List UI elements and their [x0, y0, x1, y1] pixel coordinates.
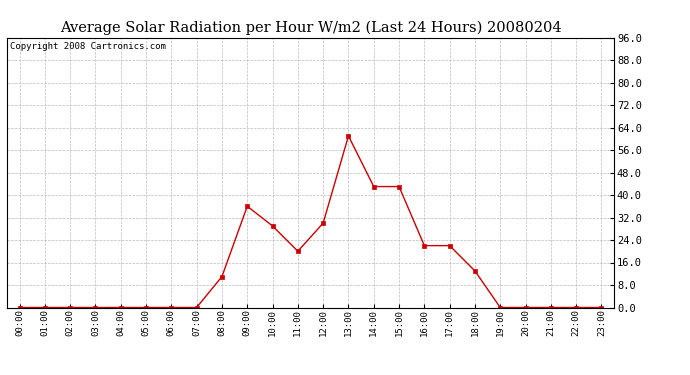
Text: Copyright 2008 Cartronics.com: Copyright 2008 Cartronics.com	[10, 42, 166, 51]
Title: Average Solar Radiation per Hour W/m2 (Last 24 Hours) 20080204: Average Solar Radiation per Hour W/m2 (L…	[60, 21, 561, 35]
